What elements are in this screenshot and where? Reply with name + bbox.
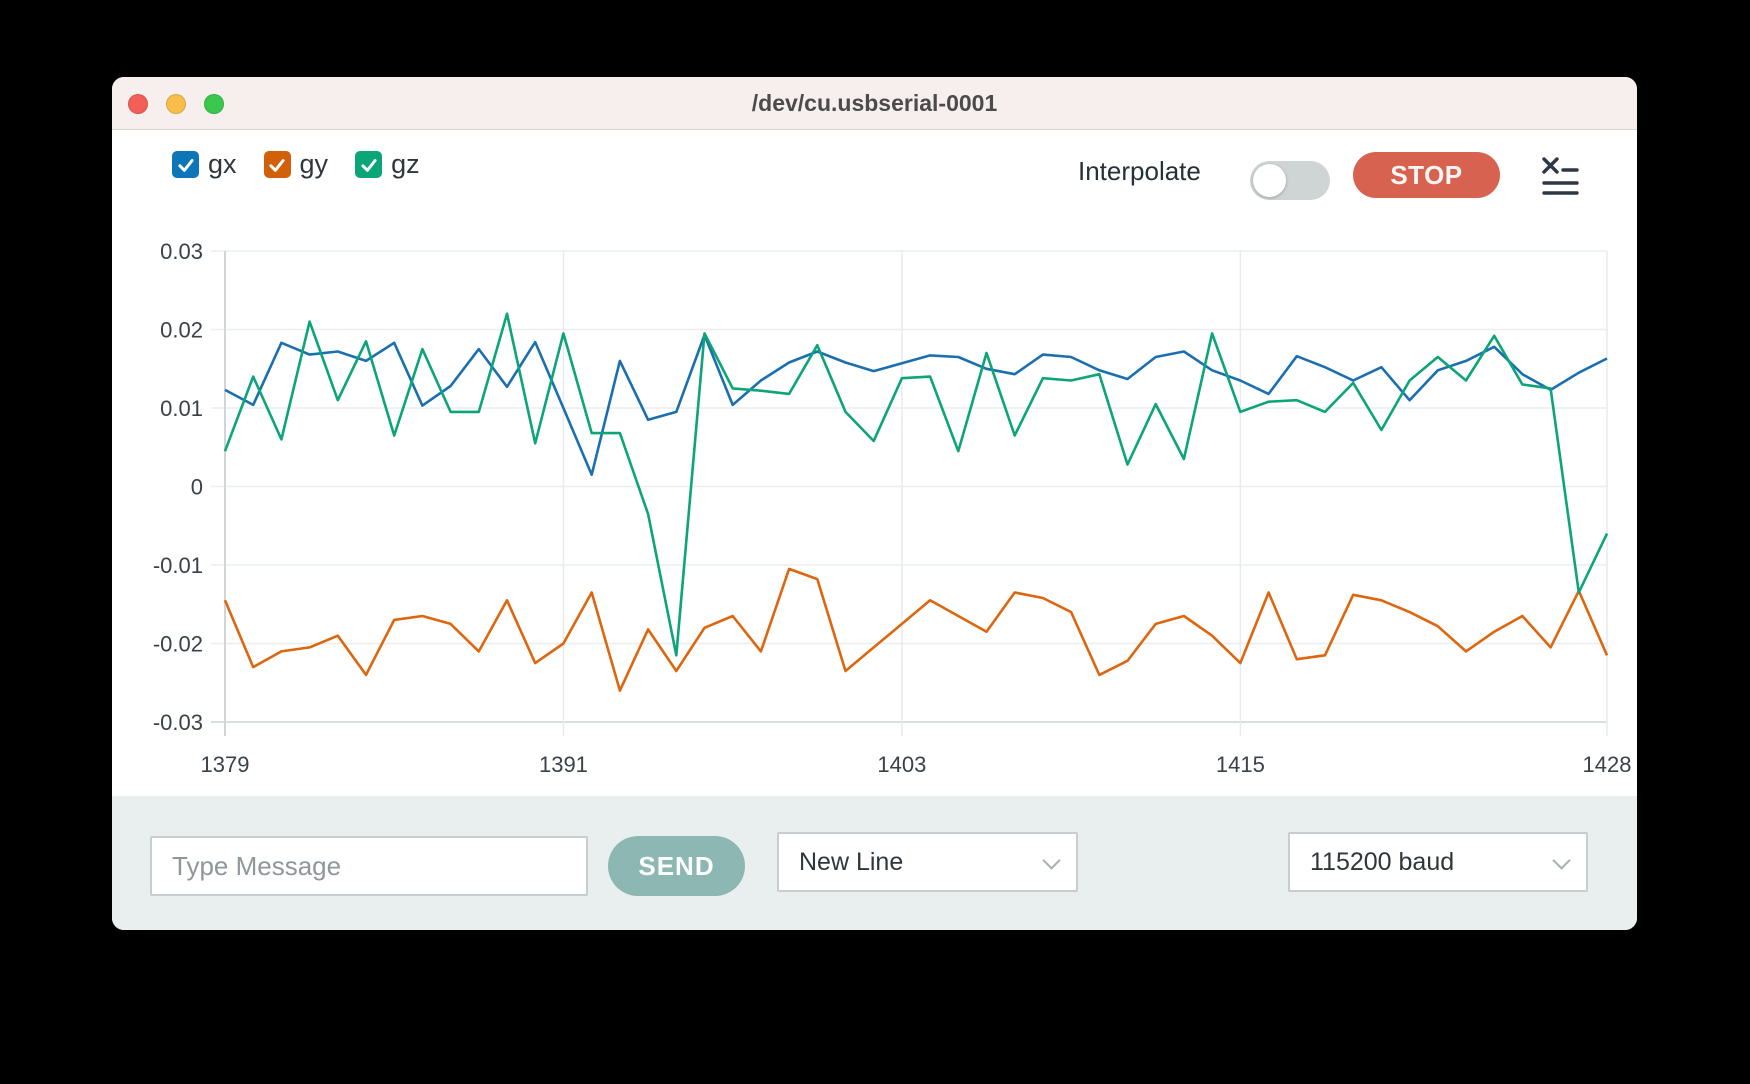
y-tick-label: -0.03: [153, 710, 203, 735]
window-title: /dev/cu.usbserial-0001: [751, 90, 998, 116]
legend-label: gy: [299, 149, 329, 179]
legend-checkbox-gz[interactable]: [355, 151, 383, 178]
x-tick-label: 1428: [1583, 752, 1632, 777]
legend-checkbox-gy[interactable]: [263, 151, 291, 178]
x-tick-label: 1379: [201, 752, 250, 777]
baud-select-wrap: 115200 baud: [1288, 832, 1588, 892]
legend-label: gz: [391, 149, 420, 179]
traffic-lights: [128, 94, 224, 114]
checkmark-icon: [269, 158, 285, 172]
legend-item-gx: gx: [172, 149, 237, 180]
maximize-button[interactable]: [204, 94, 224, 114]
legend-item-gy: gy: [263, 149, 329, 180]
legend-item-gz: gz: [355, 149, 420, 180]
y-tick-label: 0.02: [160, 318, 203, 343]
x-tick-label: 1391: [539, 752, 588, 777]
y-tick-label: -0.01: [153, 553, 203, 578]
stop-button[interactable]: STOP: [1353, 152, 1500, 198]
bottom-bar: SEND New Line 115200 baud: [112, 796, 1637, 930]
series-line-gz: [223, 312, 1609, 657]
y-tick-label: -0.02: [153, 632, 203, 657]
toggle-knob: [1253, 164, 1286, 197]
x-tick-label: 1415: [1216, 752, 1265, 777]
x-tick-label: 1403: [877, 752, 926, 777]
legend: gx gy gz: [172, 149, 420, 180]
series-line-gy: [223, 567, 1609, 692]
close-button[interactable]: [128, 94, 148, 114]
y-tick-label: 0.01: [160, 396, 203, 421]
series-line-gx: [224, 333, 1608, 476]
send-button[interactable]: SEND: [608, 836, 745, 896]
line-ending-select[interactable]: New Line: [777, 832, 1078, 892]
message-input[interactable]: [150, 836, 588, 896]
legend-label: gx: [208, 149, 237, 179]
minimize-button[interactable]: [166, 94, 186, 114]
checkmark-icon: [177, 158, 194, 172]
console-list-icon[interactable]: [1541, 157, 1579, 197]
interpolate-toggle[interactable]: [1250, 161, 1330, 200]
baud-select[interactable]: 115200 baud: [1288, 832, 1588, 892]
line-chart: 0.03 0.02 0.01 0 -0.01 -0.02 -0.03 1379 1391 1403…: [153, 239, 1632, 777]
checkmark-icon: [360, 158, 377, 172]
app-window: /dev/cu.usbserial-0001 gx gy gz Interpolat…: [112, 77, 1637, 930]
y-tick-label: 0: [191, 475, 203, 500]
legend-checkbox-gx[interactable]: [172, 151, 199, 178]
interpolate-label: Interpolate: [1078, 156, 1201, 186]
title-bar: /dev/cu.usbserial-0001: [112, 77, 1637, 130]
line-ending-select-wrap: New Line: [777, 832, 1078, 892]
y-tick-label: 0.03: [160, 239, 203, 264]
